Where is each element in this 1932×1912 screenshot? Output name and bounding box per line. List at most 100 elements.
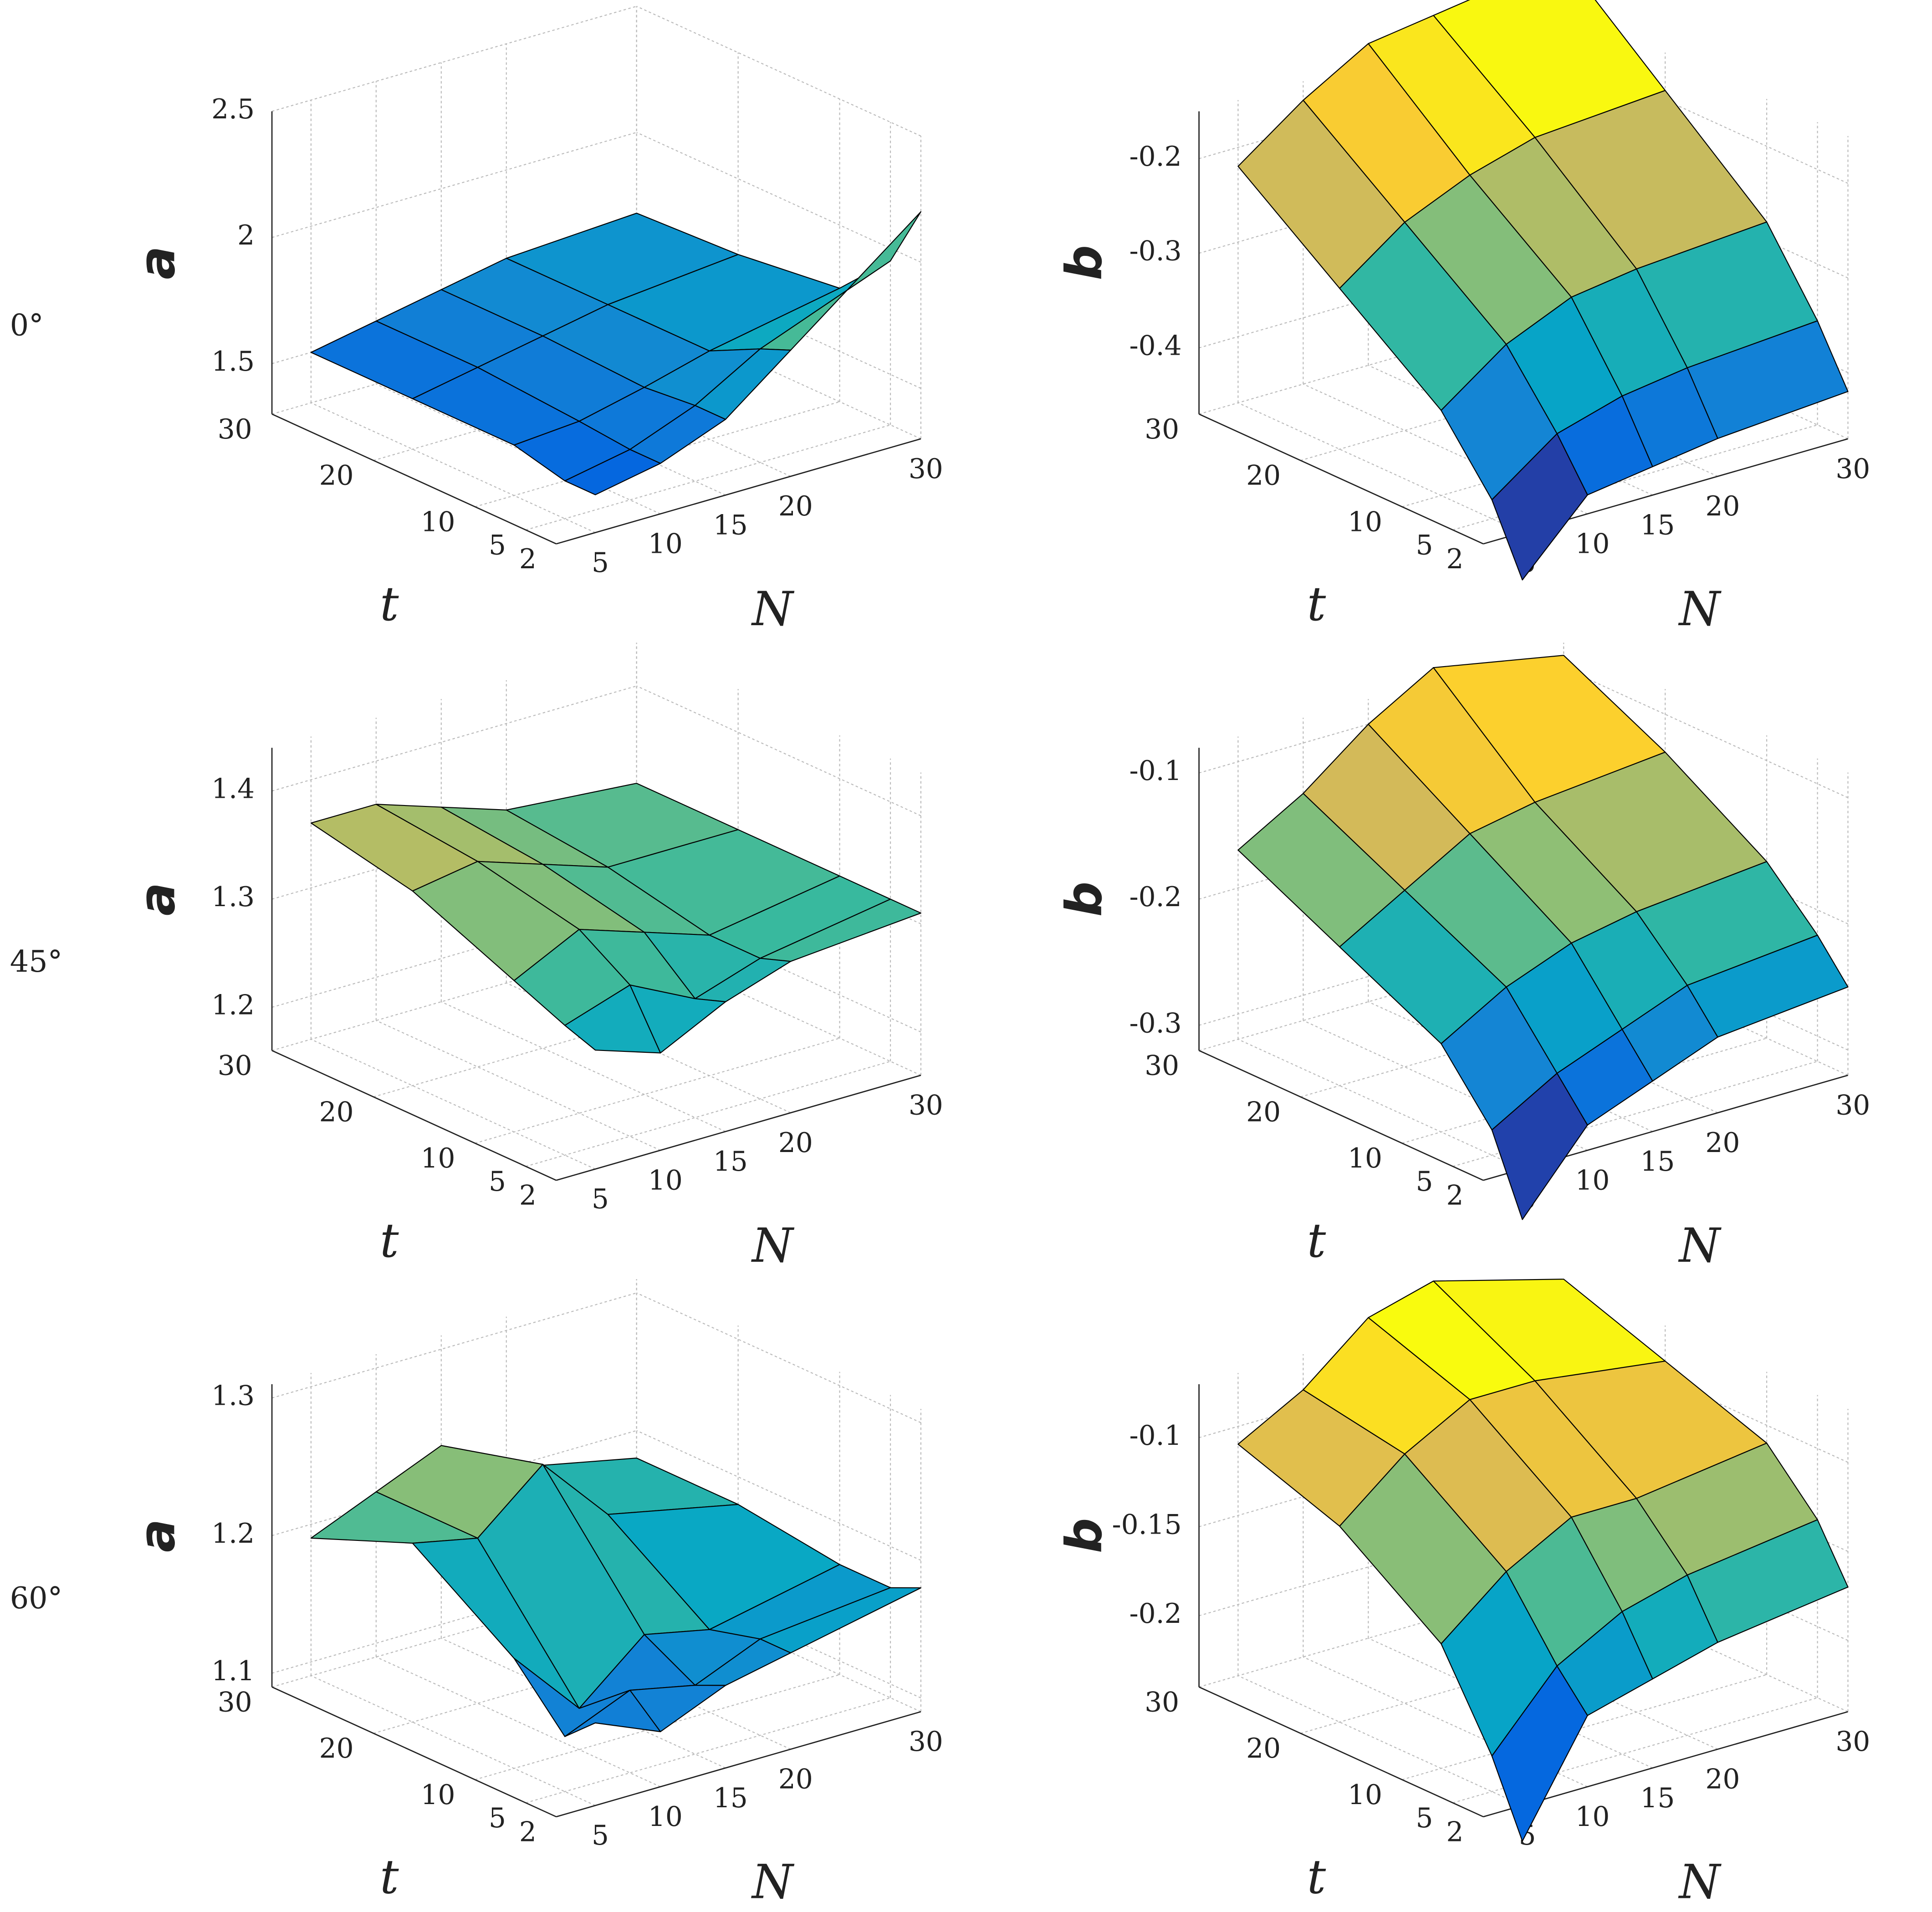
x-tick-label: 30 — [909, 1090, 943, 1122]
z-tick-label: -0.15 — [1112, 1509, 1182, 1540]
x-tick-label: 5 — [592, 1184, 609, 1215]
grid-line — [1402, 1674, 1767, 1780]
y-tick-label: 20 — [1246, 460, 1281, 492]
axis-line — [556, 1711, 921, 1818]
z-axis-label: a — [128, 1519, 186, 1552]
surface-face — [564, 1689, 661, 1737]
y-tick-label: 30 — [1145, 414, 1179, 445]
y-tick-label: 30 — [218, 1687, 252, 1718]
x-tick-label: 20 — [778, 1127, 813, 1159]
x-tick-label: 10 — [1575, 529, 1610, 560]
x-tick-label: 15 — [713, 510, 748, 541]
z-tick-label: -0.2 — [1130, 141, 1182, 173]
x-tick-label: 20 — [778, 1764, 813, 1795]
x-tick-label: 30 — [909, 454, 943, 485]
x-axis-label: N — [751, 582, 795, 637]
z-tick-label: 1.5 — [211, 346, 255, 377]
x-tick-label: 10 — [1575, 1801, 1610, 1833]
y-tick-label: 10 — [421, 507, 455, 538]
z-tick-label: -0.2 — [1130, 1598, 1182, 1630]
z-tick-label: 1.1 — [211, 1656, 255, 1687]
grid-line — [1199, 945, 1564, 1051]
y-tick-label: 2 — [1446, 1816, 1463, 1848]
z-tick-label: 2 — [237, 220, 255, 251]
y-tick-label: 5 — [489, 1803, 506, 1834]
surface-face — [1491, 1073, 1588, 1220]
y-tick-label: 2 — [1446, 1180, 1463, 1212]
z-tick-label: 1.4 — [211, 774, 255, 805]
y-tick-label: 20 — [1246, 1733, 1281, 1764]
y-tick-label: 2 — [519, 544, 537, 575]
z-tick-label: 1.3 — [211, 882, 255, 913]
y-tick-label: 20 — [1246, 1096, 1281, 1128]
x-tick-label: 15 — [713, 1783, 748, 1814]
axis-line — [271, 1050, 557, 1181]
grid-line — [373, 991, 738, 1097]
axis-line — [1199, 413, 1484, 545]
grid-line — [271, 685, 637, 792]
grid-line — [271, 1567, 637, 1674]
surface-face — [564, 449, 661, 495]
grid-line — [1199, 1581, 1564, 1688]
grid-line — [1452, 424, 1818, 530]
z-tick-label: -0.1 — [1130, 1420, 1182, 1452]
y-tick-label: 5 — [1416, 1803, 1433, 1834]
z-tick-label: -0.3 — [1130, 236, 1182, 267]
y-tick-label: 2 — [519, 1180, 537, 1212]
x-tick-label: 10 — [648, 1165, 683, 1196]
z-tick-label: -0.4 — [1130, 331, 1182, 362]
x-tick-label: 20 — [778, 491, 813, 522]
grid-line — [475, 1037, 840, 1144]
grid-line — [636, 5, 921, 137]
axis-line — [556, 1075, 921, 1181]
x-tick-label: 30 — [909, 1726, 943, 1758]
grid-line — [271, 1292, 637, 1399]
x-tick-label: 5 — [592, 547, 609, 579]
row-label: 0° — [10, 308, 44, 342]
y-axis-label: t — [1307, 1850, 1326, 1905]
x-tick-label: 15 — [1640, 1783, 1675, 1814]
y-tick-label: 5 — [489, 1166, 506, 1198]
x-axis-label: N — [1678, 1219, 1722, 1273]
z-tick-label: -0.2 — [1130, 882, 1182, 913]
axis-line — [556, 438, 921, 545]
axis-line — [1199, 1686, 1484, 1818]
x-tick-label: 20 — [1705, 1127, 1740, 1159]
grid-line — [1199, 308, 1564, 415]
surface-face — [1491, 1665, 1588, 1842]
y-tick-label: 30 — [218, 1050, 252, 1082]
y-tick-label: 10 — [421, 1143, 455, 1174]
y-tick-label: 30 — [1145, 1050, 1179, 1082]
x-tick-label: 15 — [713, 1146, 748, 1178]
y-tick-label: 2 — [519, 1816, 537, 1848]
x-axis-label: N — [1678, 1855, 1722, 1909]
grid-line — [1452, 1697, 1818, 1804]
x-tick-label: 10 — [648, 1801, 683, 1833]
z-axis-label: b — [1055, 1518, 1113, 1554]
z-axis-label: a — [128, 246, 186, 279]
x-tick-label: 10 — [648, 529, 683, 560]
x-tick-label: 30 — [1835, 1090, 1870, 1122]
y-axis-label: t — [380, 577, 399, 632]
y-tick-label: 10 — [1348, 1779, 1382, 1811]
row-label: 45° — [10, 945, 62, 979]
y-axis-label: t — [1307, 1213, 1326, 1268]
grid-line — [271, 5, 637, 112]
z-tick-label: -0.1 — [1130, 755, 1182, 787]
grid-line — [271, 902, 637, 1008]
axis-line — [271, 413, 557, 545]
x-tick-label: 5 — [592, 1820, 609, 1851]
grid-line — [526, 1697, 891, 1804]
y-axis-label: t — [380, 1213, 399, 1268]
x-tick-label: 30 — [1835, 454, 1870, 485]
x-axis-label: N — [751, 1855, 795, 1909]
y-tick-label: 20 — [319, 1733, 354, 1764]
x-axis-label: N — [1678, 582, 1722, 637]
y-tick-label: 30 — [218, 414, 252, 445]
x-axis-label: N — [751, 1219, 795, 1273]
grid-line — [271, 132, 637, 238]
z-tick-label: 2.5 — [211, 94, 255, 125]
x-tick-label: 15 — [1640, 510, 1675, 541]
